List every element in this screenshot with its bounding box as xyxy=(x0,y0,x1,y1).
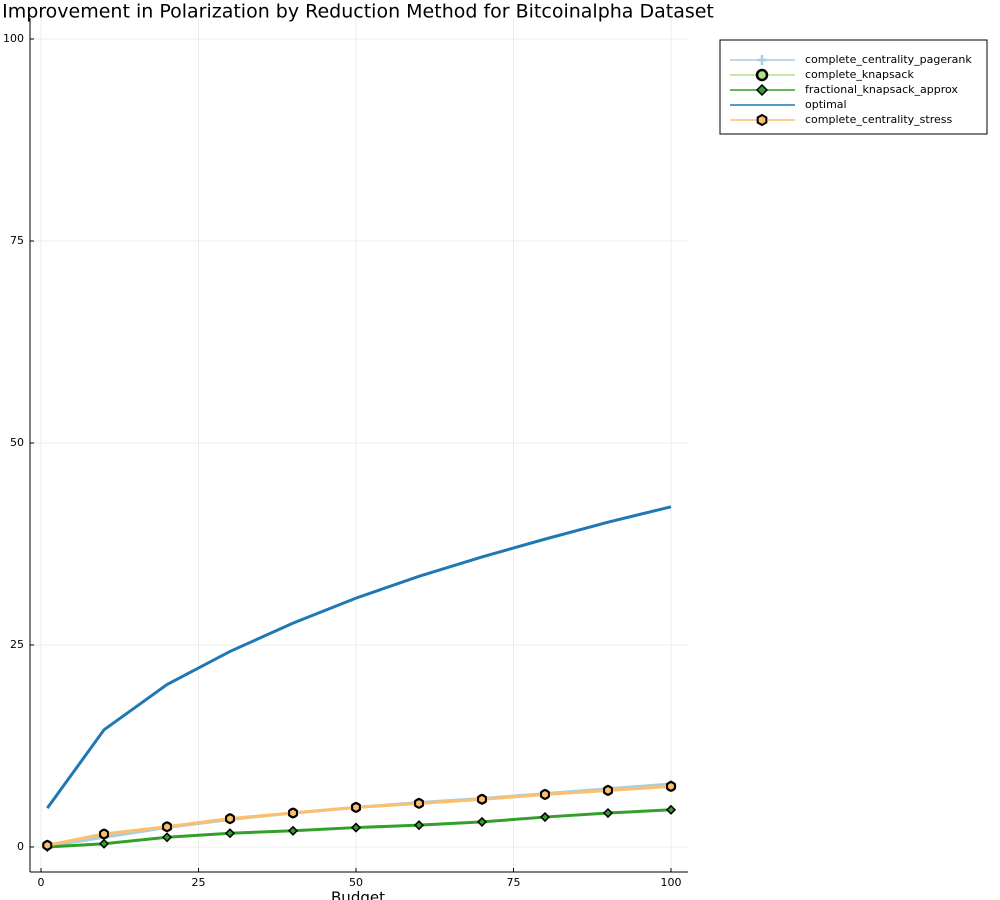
x-axis-label: Budget xyxy=(331,889,385,900)
series-line xyxy=(46,505,672,810)
y-tick-label: 25 xyxy=(10,638,24,651)
legend-label: optimal xyxy=(805,98,847,111)
marker xyxy=(413,820,425,831)
y-tick-label: 50 xyxy=(10,436,24,449)
y-tick-label: 75 xyxy=(10,234,24,247)
marker xyxy=(42,839,53,851)
marker xyxy=(757,55,767,65)
marker xyxy=(99,828,109,840)
legend-label: complete_centrality_pagerank xyxy=(805,53,972,66)
marker xyxy=(755,68,769,82)
y-tick-label: 100 xyxy=(3,32,24,45)
x-tick-label: 50 xyxy=(349,876,363,889)
marker xyxy=(539,811,551,823)
legend-label: fractional_knapsack_approx xyxy=(805,83,958,96)
marker xyxy=(351,801,361,814)
marker xyxy=(287,825,299,836)
marker xyxy=(98,838,110,849)
marker xyxy=(162,821,172,833)
marker xyxy=(224,828,236,839)
legend-label: complete_knapsack xyxy=(805,68,914,81)
marker xyxy=(666,780,676,793)
x-tick-label: 0 xyxy=(38,876,45,889)
chart-title: Improvement in Polarization by Reduction… xyxy=(2,1,714,23)
marker xyxy=(161,832,173,843)
marker xyxy=(225,813,235,825)
marker xyxy=(414,797,424,809)
x-tick-label: 25 xyxy=(192,876,206,889)
marker xyxy=(288,807,298,819)
marker xyxy=(350,822,362,833)
x-tick-label: 75 xyxy=(506,876,520,889)
marker xyxy=(665,804,677,815)
marker xyxy=(602,807,614,819)
marker xyxy=(603,784,613,797)
marker xyxy=(755,83,769,97)
legend-label: complete_centrality_stress xyxy=(805,113,953,126)
y-tick-label: 0 xyxy=(17,840,24,853)
marker xyxy=(756,113,768,127)
marker xyxy=(540,788,550,801)
marker xyxy=(476,816,488,827)
x-tick-label: 100 xyxy=(660,876,681,889)
marker xyxy=(477,793,487,805)
